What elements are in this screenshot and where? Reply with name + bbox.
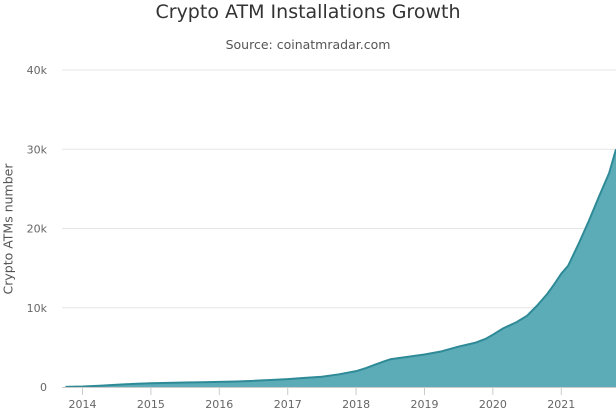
x-tick-label: 2017	[274, 398, 302, 411]
x-tick-label: 2018	[342, 398, 370, 411]
y-tick-label: 30k	[27, 143, 48, 156]
x-tick-label: 2020	[479, 398, 507, 411]
y-tick-label: 20k	[27, 223, 48, 236]
chart-subtitle: Source: coinatmradar.com	[225, 37, 391, 52]
x-tick-label: 2016	[205, 398, 233, 411]
x-tick-label: 2014	[69, 398, 97, 411]
area-fill	[65, 149, 616, 387]
chart-title: Crypto ATM Installations Growth	[155, 1, 461, 23]
x-tick-label: 2021	[547, 398, 575, 411]
area-line	[65, 148, 616, 388]
x-tick-label: 2019	[410, 398, 438, 411]
y-tick-label: 40k	[27, 64, 48, 77]
x-tick-label: 2015	[137, 398, 165, 411]
y-tick-label: 10k	[27, 302, 48, 315]
y-tick-label: 0	[40, 381, 47, 394]
